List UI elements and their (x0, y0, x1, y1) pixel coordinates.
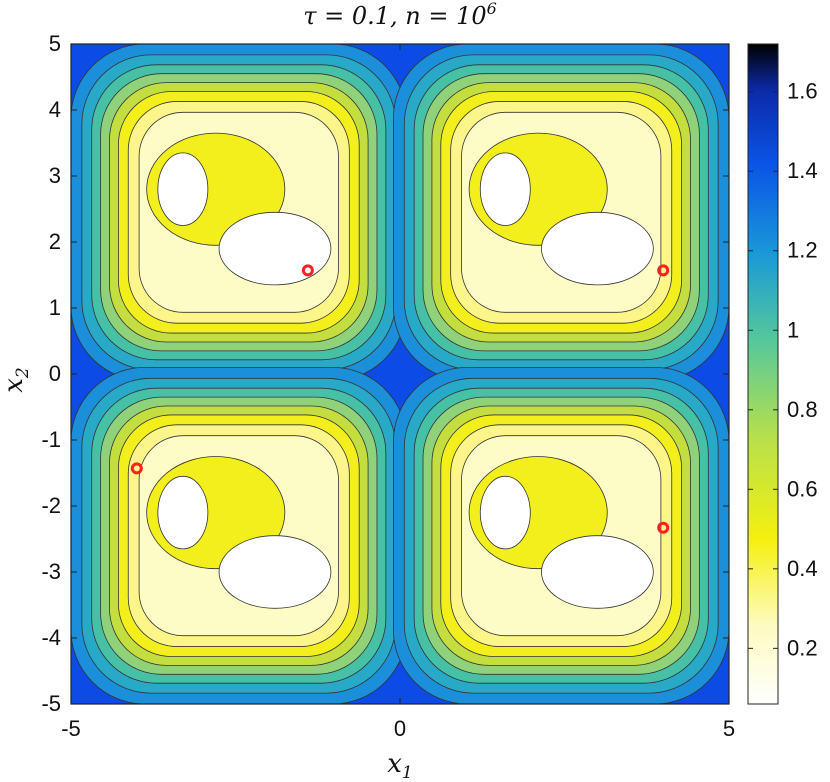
contour-lobe (218, 211, 332, 286)
marker-point (657, 264, 670, 277)
marker-layer (130, 264, 670, 534)
y-axis-label-sub: 2 (13, 367, 33, 379)
y-tick-label: -2 (41, 493, 61, 518)
contour-lobe (479, 152, 531, 226)
y-tick-label: 0 (49, 361, 61, 386)
marker-point (657, 521, 670, 534)
y-tick-label: -4 (41, 625, 61, 650)
colorbar-ticks: 1.6 1.4 1.2 1 0.8 0.6 0.4 0.2 (748, 79, 818, 660)
contour-lobe (541, 211, 654, 286)
contour-lobe (479, 475, 531, 550)
y-tick-label: -1 (41, 427, 61, 452)
colorbar: 1.6 1.4 1.2 1 0.8 0.6 0.4 0.2 (747, 43, 818, 705)
marker-point (130, 462, 143, 475)
plot-area (71, 44, 729, 704)
x-axis-label: x1 (387, 749, 413, 782)
y-axis: 5 4 3 2 1 0 -1 -2 -3 -4 -5 (41, 31, 729, 716)
y-tick-label: 4 (49, 97, 61, 122)
contour-quadrant (393, 44, 729, 381)
colorbar-tick-label: 1.2 (787, 238, 818, 263)
y-tick-label: -5 (41, 691, 61, 716)
contour-quadrant (71, 367, 407, 704)
x-tick-label: 0 (394, 716, 406, 741)
contour-lobe (218, 535, 332, 609)
contour-lobe (157, 475, 209, 550)
colorbar-gradient (747, 43, 779, 705)
colorbar-tick-label: 0.6 (787, 476, 818, 501)
y-tick-label: -3 (41, 559, 61, 584)
x-tick-label: -5 (61, 716, 81, 741)
colorbar-tick-label: 1.4 (787, 158, 818, 183)
colorbar-tick-label: 0.8 (787, 397, 818, 422)
y-tick-label: 1 (49, 295, 61, 320)
colorbar-tick-label: 1 (787, 317, 799, 342)
contour-quadrant (71, 44, 407, 381)
chart-title: τ = 0.1, n = 106 (303, 0, 497, 30)
x-tick-label: 5 (723, 716, 735, 741)
contour-lobe (541, 535, 654, 609)
y-tick-label: 5 (49, 31, 61, 56)
y-tick-label: 2 (49, 229, 61, 254)
contour-quadrant (393, 367, 729, 704)
y-axis-label: x2 (0, 367, 33, 393)
contour-layer (71, 44, 729, 704)
y-tick-label: 3 (49, 163, 61, 188)
chart-title-sup: 6 (487, 0, 497, 18)
x-axis: -5 0 5 (61, 44, 735, 741)
chart-title-main: τ = 0.1, n = 10 (303, 2, 486, 30)
contour-lobe (157, 152, 209, 226)
colorbar-tick-label: 0.2 (787, 635, 818, 660)
colorbar-tick-label: 1.6 (787, 79, 818, 104)
y-axis-label-main: x (0, 378, 29, 393)
colorbar-tick-label: 0.4 (787, 556, 818, 581)
marker-point (301, 264, 314, 277)
x-axis-label-sub: 1 (402, 763, 413, 782)
x-axis-label-main: x (387, 749, 402, 779)
